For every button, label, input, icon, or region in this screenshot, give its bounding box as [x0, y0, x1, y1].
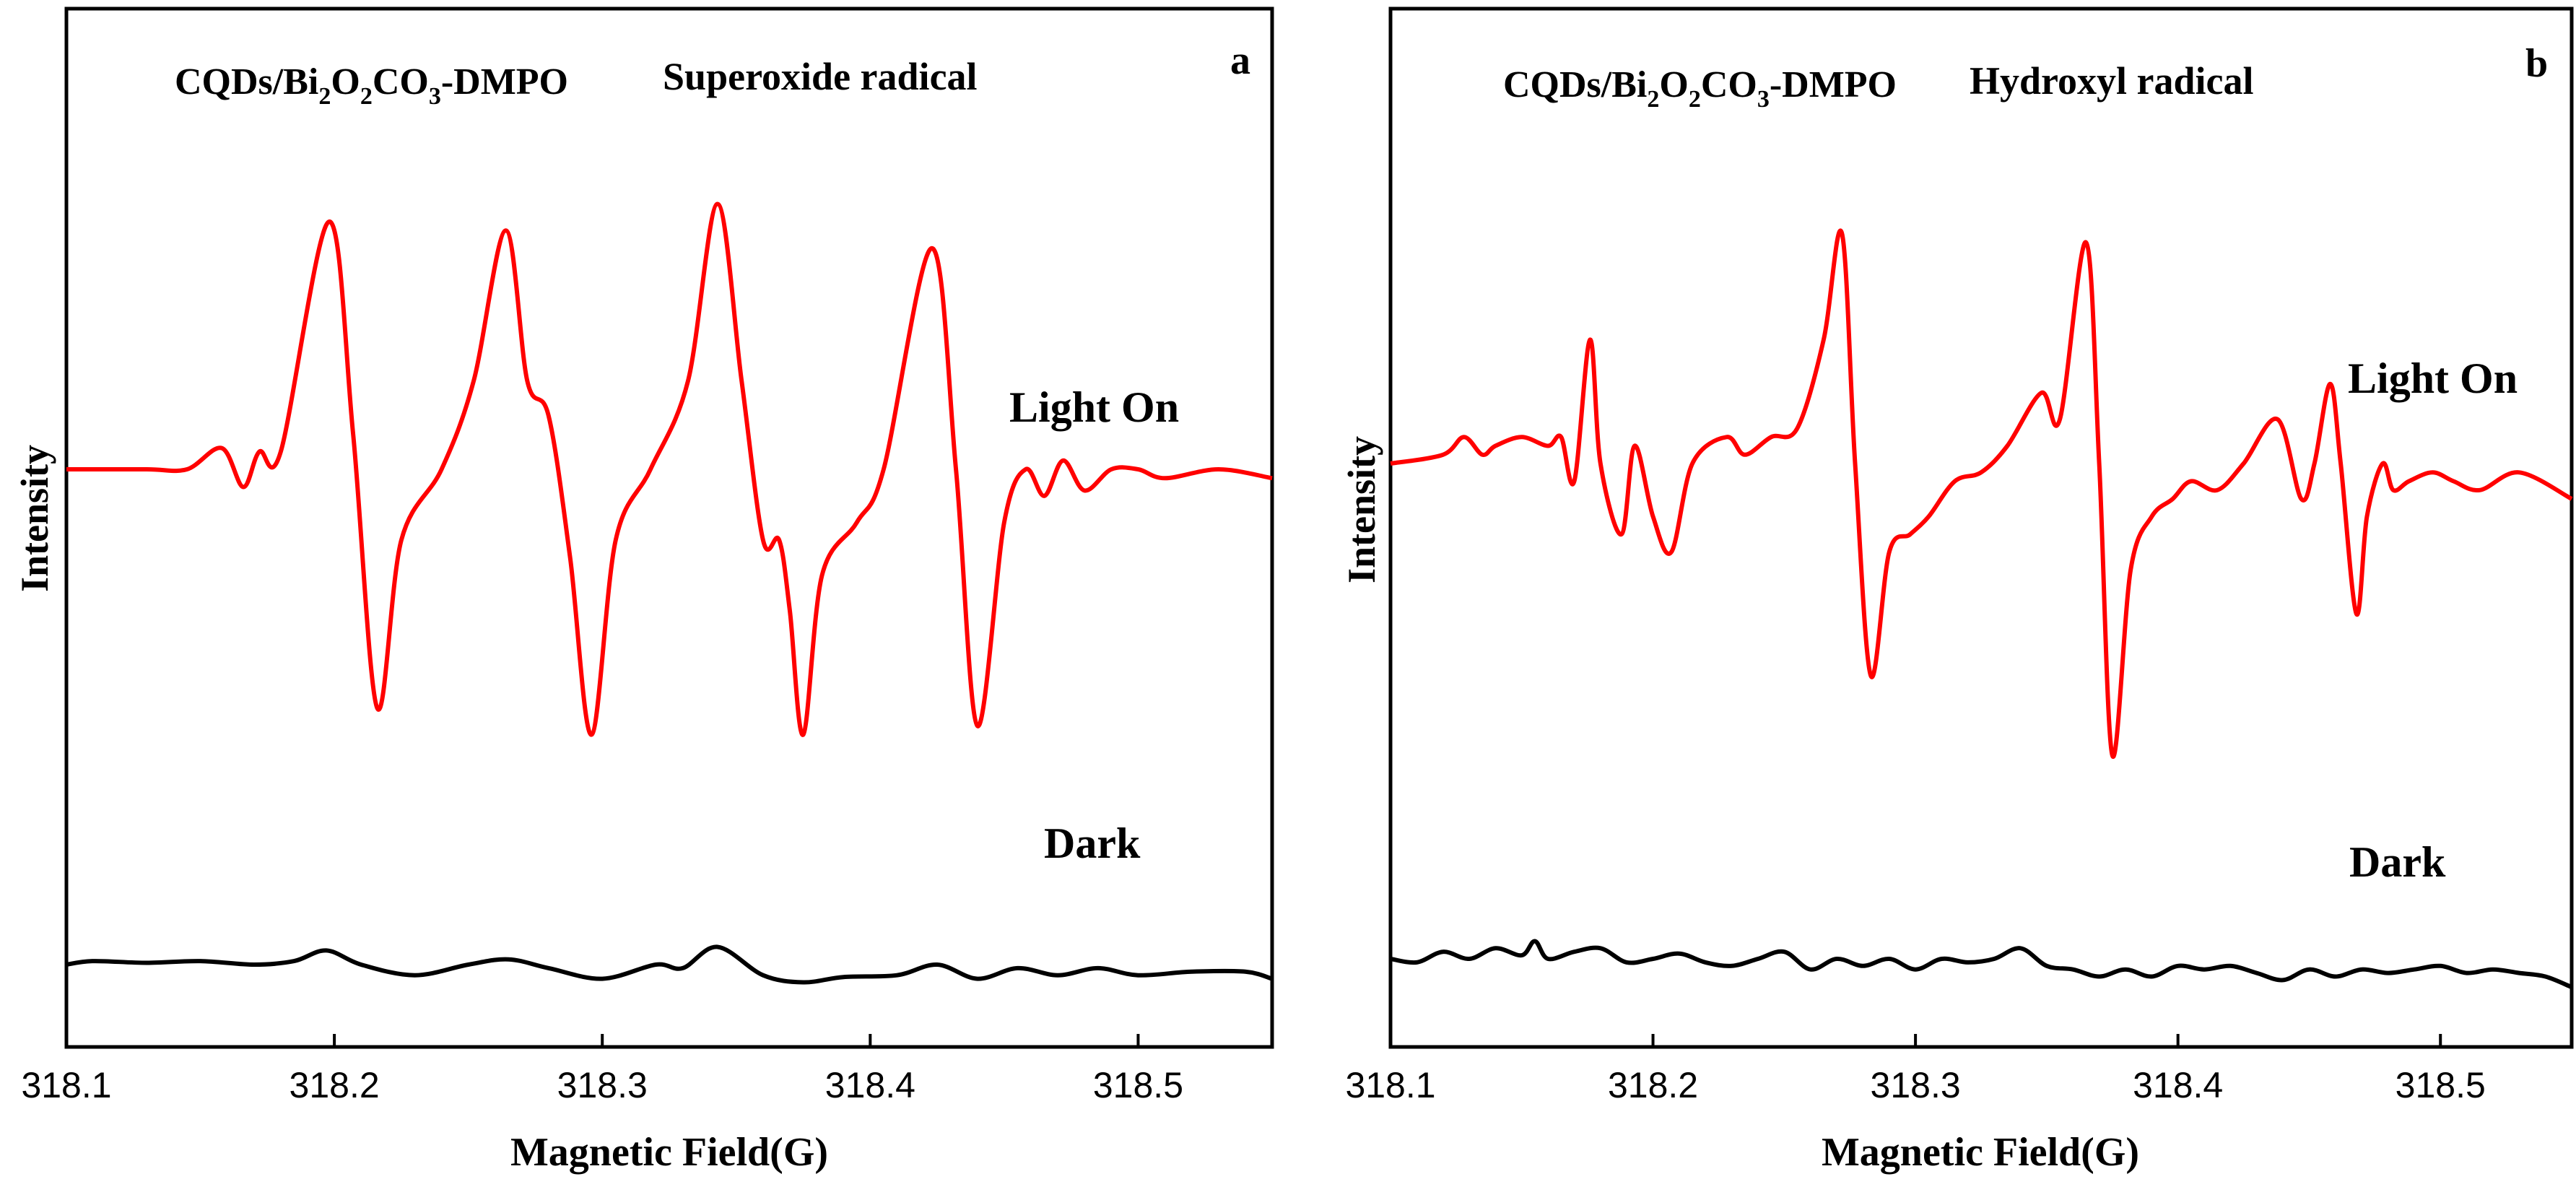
series-line-a-light-on [66, 201, 1273, 737]
x-ticks-b: 318.1 318.2 318.3 318.4 318.5 [1345, 1034, 2486, 1105]
light-on-label-b: Light On [2348, 355, 2518, 402]
series-line-b-dark [1390, 939, 2573, 989]
x-tick-label-b-1: 318.2 [1608, 1065, 1698, 1105]
x-tick-label-a-1: 318.2 [290, 1065, 380, 1105]
light-on-label-a: Light On [1009, 383, 1179, 431]
series-line-a-dark [66, 944, 1273, 985]
radical-label-b: Hydroxyl radical [1970, 59, 2254, 103]
plot-frame-b [1388, 6, 2574, 1049]
x-tick-label-b-4: 318.5 [2396, 1065, 2486, 1105]
x-tick-label-b-3: 318.4 [2133, 1065, 2223, 1105]
radical-label-a: Superoxide radical [663, 55, 978, 98]
x-tick-label-b-2: 318.3 [1871, 1065, 1961, 1105]
dark-label-b: Dark [2349, 838, 2446, 886]
x-axis-label-a: Magnetic Field(G) [510, 1130, 828, 1175]
y-axis-label-b: Intensity [1340, 436, 1383, 583]
panel-a: 318.1 318.2 318.3 318.4 318.5 CQDs/Bi2O2CO3-… [13, 6, 1274, 1175]
sample-label-b: CQDs/Bi2O2CO3-DMPO [1503, 64, 1897, 113]
series-group-b [1390, 228, 2573, 989]
y-axis-label-a: Intensity [13, 445, 56, 592]
x-tick-label-a-2: 318.3 [557, 1065, 648, 1105]
sample-label-a: CQDs/Bi2O2CO3-DMPO [175, 61, 568, 110]
series-group-a [66, 201, 1273, 985]
x-ticks-a: 318.1 318.2 318.3 318.4 318.5 [21, 1034, 1183, 1105]
x-axis-label-b: Magnetic Field(G) [1822, 1130, 2139, 1175]
x-tick-label-b-0: 318.1 [1345, 1065, 1435, 1105]
panel-letter-a: a [1230, 38, 1250, 83]
series-line-b-light-on [1390, 228, 2573, 760]
x-tick-label-a-0: 318.1 [21, 1065, 111, 1105]
panel-letter-b: b [2525, 41, 2548, 86]
x-tick-label-a-3: 318.4 [825, 1065, 915, 1105]
dark-label-a: Dark [1044, 819, 1141, 867]
x-tick-label-a-4: 318.5 [1093, 1065, 1183, 1105]
plot-frame-a [64, 6, 1274, 1049]
panel-b: 318.1 318.2 318.3 318.4 318.5 CQDs/Bi2O2CO3-… [1340, 6, 2574, 1175]
